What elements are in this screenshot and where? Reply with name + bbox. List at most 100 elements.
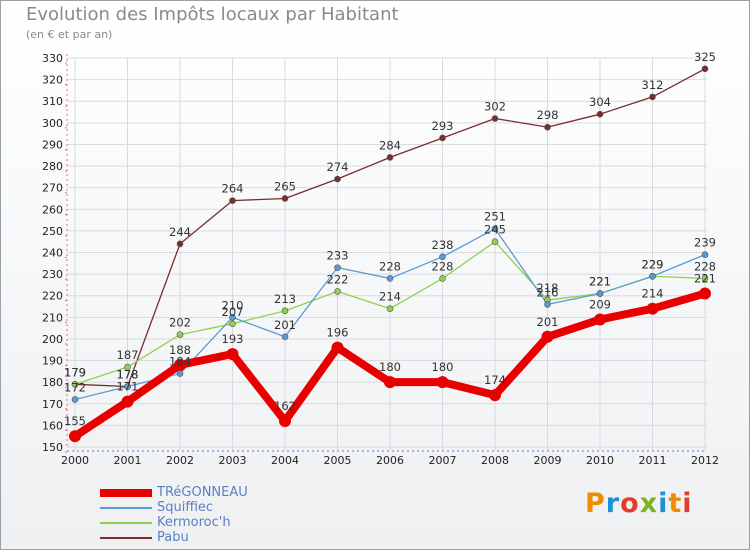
data-point [331, 341, 344, 354]
data-label: 201 [274, 318, 296, 332]
data-point [334, 264, 341, 271]
legend-label: Kermoroc'h [157, 515, 231, 530]
data-point [439, 275, 446, 282]
data-point [334, 175, 341, 183]
y-tick-label: 170 [42, 398, 63, 411]
data-label: 180 [432, 360, 454, 374]
x-tick-label: 2011 [639, 454, 667, 467]
data-label: 222 [327, 272, 349, 286]
legend-swatch [100, 489, 152, 497]
data-label: 229 [642, 257, 664, 271]
data-label: 210 [222, 298, 244, 312]
x-tick-label: 2000 [61, 454, 89, 467]
data-label: 171 [117, 380, 139, 394]
data-label: 229 [642, 257, 664, 271]
data-point [279, 415, 291, 428]
data-label: 298 [537, 108, 559, 122]
data-label: 216 [537, 285, 559, 299]
data-point [229, 197, 236, 204]
x-tick-label: 2003 [219, 454, 247, 467]
data-label: 228 [432, 259, 454, 273]
data-point [69, 430, 81, 443]
data-point [439, 253, 446, 261]
data-label: 202 [169, 316, 191, 330]
legend-swatch [100, 522, 152, 524]
x-tick-label: 2004 [271, 454, 299, 467]
data-label: 228 [694, 259, 716, 273]
data-label: 293 [432, 119, 454, 133]
data-point [596, 290, 604, 297]
data-label: 239 [694, 236, 716, 250]
data-label: 238 [432, 238, 454, 252]
y-tick-label: 250 [42, 225, 63, 238]
data-point [281, 333, 289, 341]
data-label: 312 [642, 78, 664, 92]
data-point [174, 358, 186, 371]
y-tick-label: 210 [42, 311, 63, 324]
y-tick-label: 310 [42, 95, 63, 108]
data-label: 251 [484, 210, 506, 224]
data-label: 180 [379, 360, 401, 374]
data-point [436, 376, 449, 389]
data-label: 325 [694, 50, 716, 64]
data-point [226, 348, 239, 361]
legend: TRéGONNEAU Squiffiec Kermoroc'h Pabu [100, 485, 360, 545]
data-label: 187 [117, 348, 139, 362]
data-point [124, 363, 131, 371]
data-label: 284 [379, 138, 401, 152]
data-label: 221 [589, 275, 611, 289]
x-tick-label: 2005 [324, 454, 352, 467]
data-point [229, 320, 236, 328]
data-point [176, 331, 184, 338]
data-label: 218 [537, 281, 559, 295]
chart-subtitle: (en € et par an) [26, 28, 113, 41]
data-point [121, 395, 134, 408]
legend-label: TRéGONNEAU [157, 485, 248, 500]
data-point [491, 115, 499, 122]
data-label: 221 [589, 275, 611, 289]
data-label: 274 [327, 160, 349, 174]
x-tick-label: 2001 [114, 454, 142, 467]
data-label: 245 [484, 223, 506, 237]
data-label: 207 [222, 305, 244, 319]
data-point [649, 93, 656, 101]
y-tick-label: 240 [42, 247, 63, 260]
data-point [229, 314, 236, 321]
legend-label: Squiffiec [157, 500, 214, 515]
data-point [701, 251, 709, 258]
data-point [71, 381, 79, 388]
data-label: 265 [274, 179, 296, 193]
data-label: 162 [274, 399, 296, 413]
y-tick-label: 190 [42, 355, 63, 368]
data-label: 233 [327, 249, 349, 263]
data-point [386, 305, 394, 312]
data-point [596, 110, 604, 118]
data-label: 304 [589, 95, 611, 109]
data-label: 174 [484, 373, 506, 387]
x-tick-label: 2006 [376, 454, 404, 467]
y-tick-label: 220 [42, 290, 63, 303]
data-label: 214 [642, 287, 664, 301]
data-label: 184 [169, 355, 191, 369]
data-label: 178 [117, 367, 139, 381]
data-point [701, 65, 709, 73]
y-tick-label: 160 [42, 419, 63, 432]
data-label: 188 [169, 343, 191, 357]
data-label: 179 [64, 365, 86, 379]
data-point [491, 225, 499, 233]
chart-title: Evolution des Impôts locaux par Habitant [26, 4, 399, 25]
data-point [699, 287, 711, 300]
y-tick-label: 150 [42, 441, 63, 454]
y-tick-label: 200 [42, 333, 63, 346]
data-label: 213 [274, 292, 296, 306]
data-label: 244 [169, 225, 191, 239]
data-point [124, 383, 131, 390]
data-point [176, 370, 184, 377]
data-label: 196 [327, 326, 349, 340]
y-tick-label: 300 [42, 117, 63, 130]
y-tick-label: 320 [42, 74, 63, 87]
legend-swatch [100, 537, 152, 539]
data-point [334, 288, 341, 295]
y-tick-label: 180 [42, 376, 63, 389]
legend-label: Pabu [157, 530, 189, 545]
